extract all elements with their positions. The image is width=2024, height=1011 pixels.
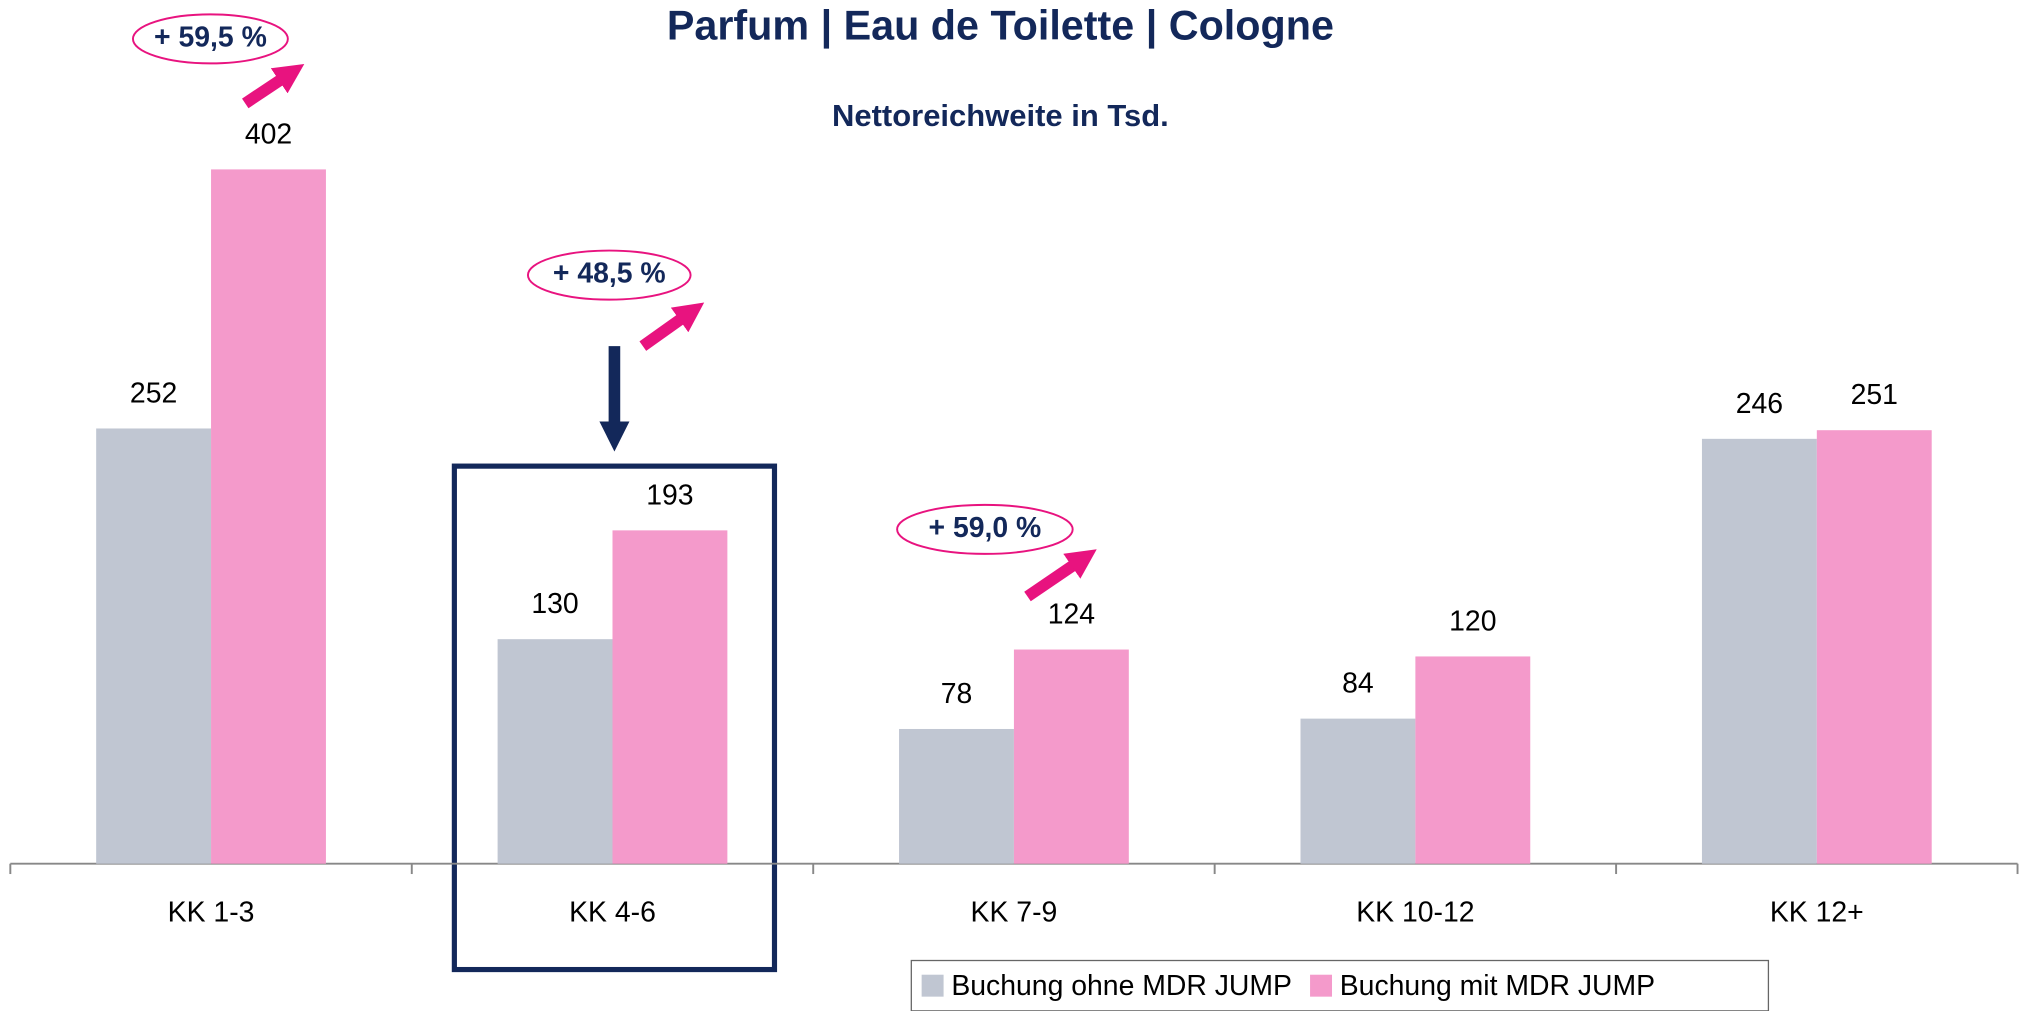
- x-tick-label: KK 10-12: [1356, 897, 1474, 929]
- data-label: 120: [1449, 605, 1496, 637]
- chart-title: Parfum | Eau de Toilette | Cologne: [667, 2, 1334, 48]
- annotation-oval: [526, 249, 692, 301]
- x-tick-label: KK 12+: [1770, 897, 1864, 929]
- bar: [211, 169, 326, 864]
- growth-arrow: [1024, 549, 1097, 602]
- bar: [1816, 430, 1932, 864]
- bar: [497, 639, 613, 864]
- data-label: 252: [130, 377, 177, 409]
- bar: [899, 728, 1014, 864]
- data-label: 402: [245, 118, 292, 150]
- x-tick-label: KK 1-3: [168, 897, 255, 929]
- data-label: 251: [1851, 379, 1898, 411]
- annotation: + 48,5 %: [553, 258, 666, 290]
- legend-label: Buchung mit MDR JUMP: [1340, 970, 1655, 1002]
- data-label: 130: [531, 588, 578, 620]
- legend-swatch: [1310, 974, 1333, 997]
- data-label: 84: [1342, 668, 1374, 700]
- data-label: 193: [646, 479, 693, 511]
- legend-swatch: [921, 974, 944, 997]
- chart-subtitle: Nettoreichweite in Tsd.: [832, 98, 1169, 133]
- legend-label: Buchung ohne MDR JUMP: [951, 970, 1292, 1002]
- annotation-oval: [896, 503, 1074, 555]
- data-label: 78: [941, 678, 973, 710]
- growth-arrow: [639, 302, 705, 351]
- bar: [1300, 718, 1416, 864]
- highlight-box: [451, 463, 778, 973]
- growth-arrow: [242, 64, 305, 109]
- bar: [612, 530, 728, 864]
- bar: [96, 428, 212, 864]
- annotation: + 59,0 %: [928, 512, 1041, 544]
- legend-box: [910, 959, 1770, 1011]
- bar: [1013, 649, 1129, 864]
- annotation: + 59,5 %: [154, 21, 267, 53]
- bar: [1701, 438, 1817, 864]
- data-label: 246: [1736, 388, 1783, 420]
- annotation-oval: [131, 13, 289, 65]
- x-tick-label: KK 7-9: [971, 897, 1058, 929]
- data-label: 124: [1048, 598, 1095, 630]
- bar: [1415, 656, 1531, 864]
- x-tick-label: KK 4-6: [569, 897, 656, 929]
